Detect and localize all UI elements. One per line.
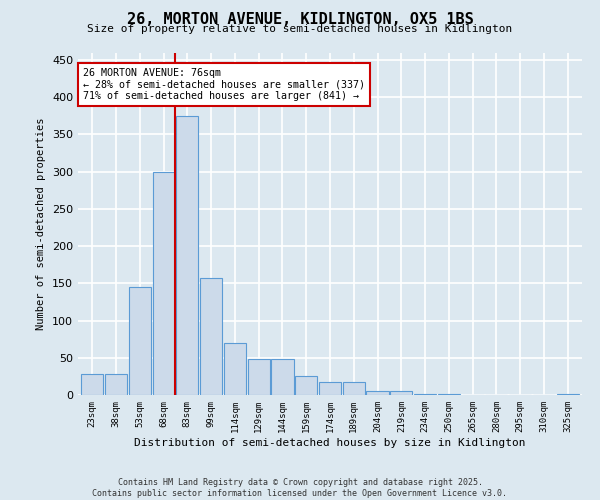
- Bar: [176, 116, 199, 395]
- Text: Size of property relative to semi-detached houses in Kidlington: Size of property relative to semi-detach…: [88, 24, 512, 34]
- Text: 26 MORTON AVENUE: 76sqm
← 28% of semi-detached houses are smaller (337)
71% of s: 26 MORTON AVENUE: 76sqm ← 28% of semi-de…: [83, 68, 365, 101]
- Bar: [81, 374, 103, 395]
- Bar: [438, 394, 460, 395]
- Bar: [367, 392, 389, 395]
- Bar: [152, 172, 175, 395]
- Bar: [105, 374, 127, 395]
- Bar: [390, 392, 412, 395]
- Bar: [319, 382, 341, 395]
- Bar: [248, 360, 270, 395]
- Bar: [224, 343, 246, 395]
- Bar: [414, 394, 436, 395]
- Bar: [557, 394, 579, 395]
- Y-axis label: Number of semi-detached properties: Number of semi-detached properties: [37, 118, 46, 330]
- Bar: [343, 382, 365, 395]
- Bar: [200, 278, 222, 395]
- Bar: [129, 287, 151, 395]
- Bar: [271, 360, 293, 395]
- X-axis label: Distribution of semi-detached houses by size in Kidlington: Distribution of semi-detached houses by …: [134, 438, 526, 448]
- Bar: [295, 376, 317, 395]
- Text: Contains HM Land Registry data © Crown copyright and database right 2025.
Contai: Contains HM Land Registry data © Crown c…: [92, 478, 508, 498]
- Text: 26, MORTON AVENUE, KIDLINGTON, OX5 1BS: 26, MORTON AVENUE, KIDLINGTON, OX5 1BS: [127, 12, 473, 28]
